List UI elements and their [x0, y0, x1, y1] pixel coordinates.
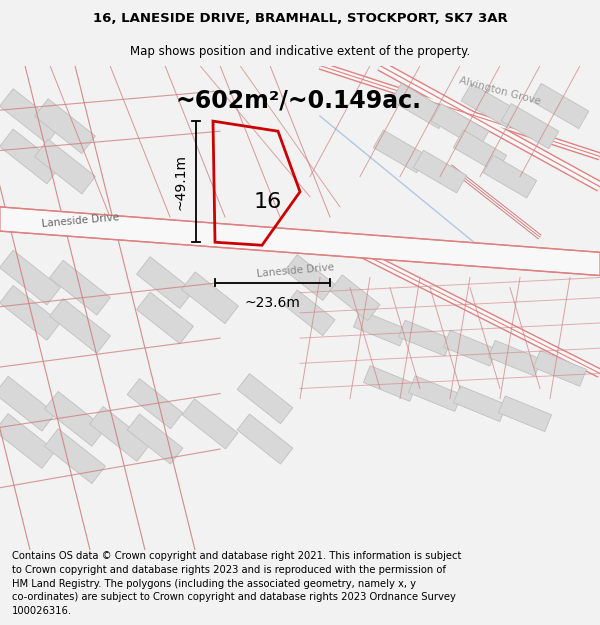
- Text: Alvington Grove: Alvington Grove: [458, 75, 542, 106]
- Bar: [484, 155, 536, 198]
- Bar: [398, 320, 452, 356]
- Bar: [531, 83, 589, 129]
- Bar: [413, 150, 467, 193]
- Bar: [0, 376, 55, 431]
- Text: ~49.1m: ~49.1m: [173, 154, 187, 209]
- Bar: [50, 299, 110, 353]
- Text: 16, LANESIDE DRIVE, BRAMHALL, STOCKPORT, SK7 3AR: 16, LANESIDE DRIVE, BRAMHALL, STOCKPORT,…: [92, 12, 508, 25]
- Bar: [182, 272, 238, 324]
- Bar: [285, 254, 335, 301]
- Bar: [35, 99, 95, 154]
- Text: Laneside Drive: Laneside Drive: [41, 213, 119, 229]
- Bar: [127, 379, 183, 429]
- Text: ~602m²/~0.149ac.: ~602m²/~0.149ac.: [175, 89, 421, 113]
- Bar: [50, 260, 110, 315]
- Bar: [285, 290, 335, 336]
- Bar: [488, 341, 542, 376]
- Bar: [35, 139, 95, 194]
- Text: Map shows position and indicative extent of the property.: Map shows position and indicative extent…: [130, 45, 470, 58]
- Text: co-ordinates) are subject to Crown copyright and database rights 2023 Ordnance S: co-ordinates) are subject to Crown copyr…: [12, 592, 456, 602]
- Bar: [0, 129, 61, 184]
- Bar: [89, 407, 151, 461]
- Text: 100026316.: 100026316.: [12, 606, 72, 616]
- Bar: [0, 286, 61, 340]
- Bar: [44, 391, 106, 446]
- Bar: [533, 351, 587, 386]
- Bar: [0, 414, 55, 468]
- Bar: [431, 104, 489, 149]
- Bar: [461, 83, 519, 129]
- Bar: [499, 396, 551, 432]
- Text: to Crown copyright and database rights 2023 and is reproduced with the permissio: to Crown copyright and database rights 2…: [12, 565, 446, 575]
- Bar: [454, 130, 506, 173]
- Text: Contains OS data © Crown copyright and database right 2021. This information is : Contains OS data © Crown copyright and d…: [12, 551, 461, 561]
- Bar: [237, 414, 293, 464]
- Bar: [454, 386, 506, 421]
- Bar: [127, 414, 183, 464]
- Bar: [501, 104, 559, 149]
- Bar: [443, 330, 497, 366]
- Bar: [373, 130, 427, 173]
- Text: HM Land Registry. The polygons (including the associated geometry, namely x, y: HM Land Registry. The polygons (includin…: [12, 579, 416, 589]
- Bar: [0, 250, 61, 305]
- Polygon shape: [0, 207, 600, 276]
- Bar: [137, 257, 193, 308]
- Bar: [0, 89, 61, 144]
- Bar: [137, 292, 193, 344]
- Text: Laneside Drive: Laneside Drive: [256, 262, 334, 279]
- Bar: [409, 376, 461, 411]
- Bar: [182, 399, 238, 449]
- Bar: [330, 275, 380, 321]
- Bar: [44, 429, 106, 484]
- Bar: [237, 374, 293, 424]
- Text: ~23.6m: ~23.6m: [245, 296, 301, 310]
- Bar: [391, 83, 449, 129]
- Bar: [353, 310, 407, 346]
- Bar: [364, 366, 416, 401]
- Text: 16: 16: [254, 192, 282, 212]
